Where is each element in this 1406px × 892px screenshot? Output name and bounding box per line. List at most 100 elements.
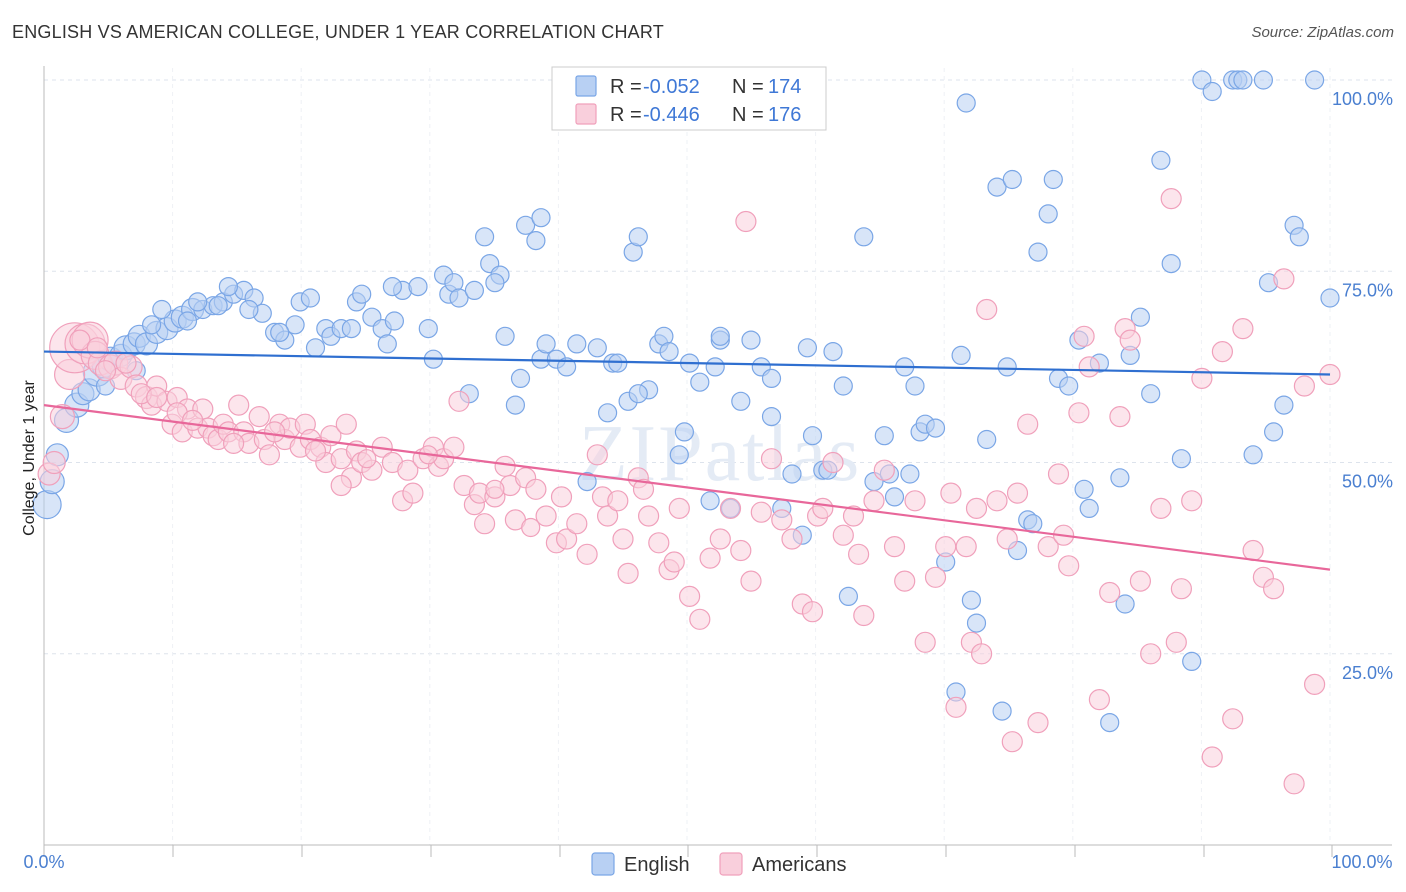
data-point-english	[285, 315, 305, 335]
data-point-english	[270, 322, 290, 342]
data-point-english	[838, 586, 859, 607]
data-point-english	[1320, 288, 1340, 308]
data-point-english	[1079, 498, 1099, 518]
data-point-english	[1110, 468, 1130, 488]
data-point-english	[761, 407, 782, 427]
data-point-americans	[678, 585, 701, 608]
data-point-americans	[402, 482, 424, 504]
data-point-americans	[1017, 413, 1039, 435]
data-point-americans	[883, 535, 906, 558]
data-point-english	[1171, 449, 1192, 469]
data-point-english	[823, 342, 843, 362]
data-point-english	[1130, 307, 1151, 327]
data-point-english	[597, 403, 618, 423]
data-point-americans	[397, 459, 419, 481]
y-tick-label: 25.0%	[1342, 663, 1393, 683]
data-point-english	[1074, 479, 1094, 499]
data-point-americans	[1242, 539, 1264, 562]
data-point-english	[1253, 70, 1274, 90]
data-point-english	[1028, 242, 1048, 262]
data-point-americans	[1006, 482, 1029, 504]
data-point-english	[464, 280, 484, 300]
data-point-americans	[637, 505, 660, 527]
trend-line-americans	[43, 404, 1331, 571]
data-point-english	[188, 292, 208, 312]
data-point-americans	[586, 444, 608, 466]
chart-title: ENGLISH VS AMERICAN COLLEGE, UNDER 1 YEA…	[12, 22, 664, 42]
data-point-english	[1263, 422, 1284, 442]
data-point-americans	[709, 528, 731, 550]
bottom-legend-label-english: English	[624, 854, 690, 876]
data-point-americans	[853, 604, 875, 627]
data-point-english	[567, 334, 587, 354]
data-point-americans	[1232, 318, 1254, 340]
data-point-americans	[955, 535, 977, 558]
data-point-english	[966, 613, 987, 633]
data-point-americans	[357, 449, 377, 469]
data-point-americans	[1068, 402, 1090, 424]
data-point-english	[1100, 712, 1120, 733]
data-point-americans	[1099, 581, 1121, 604]
data-point-english	[1304, 70, 1325, 90]
data-point-english	[802, 426, 823, 446]
data-point-english	[977, 429, 997, 450]
data-point-english	[797, 338, 818, 358]
stats-legend: R = -0.052 N = 174 R = -0.446 N = 176	[551, 66, 827, 131]
data-point-english	[608, 353, 628, 373]
data-point-english	[239, 299, 259, 320]
legend-r-value: -0.446	[643, 104, 700, 126]
data-point-english	[782, 464, 802, 484]
data-point-americans	[863, 490, 885, 512]
data-point-americans	[663, 551, 685, 573]
data-point-english	[1141, 384, 1161, 404]
data-point-english	[1182, 651, 1202, 672]
data-point-americans	[555, 528, 578, 550]
watermark: ZIPatlas	[579, 410, 862, 498]
data-point-americans	[832, 524, 854, 546]
data-point-americans	[1273, 268, 1295, 290]
source-label: Source: ZipAtlas.com	[1251, 24, 1394, 41]
data-point-english	[1202, 81, 1222, 102]
data-point-americans	[1262, 578, 1285, 600]
data-point-americans	[1222, 708, 1244, 730]
data-point-americans	[1160, 188, 1182, 210]
data-point-americans	[914, 631, 936, 653]
data-point-americans	[699, 547, 721, 569]
data-point-english	[674, 422, 695, 442]
legend-r-value: -0.052	[643, 76, 700, 98]
data-point-english	[305, 338, 326, 358]
data-point-english	[1059, 376, 1079, 396]
data-point-americans	[771, 509, 793, 531]
data-point-americans	[264, 421, 286, 443]
data-point-americans	[576, 543, 598, 565]
data-point-english	[659, 342, 679, 362]
data-point-americans	[847, 543, 870, 565]
data-point-americans	[612, 528, 634, 550]
data-point-english	[854, 227, 874, 247]
data-point-english	[377, 334, 397, 354]
legend-r-label: R =	[610, 76, 642, 98]
y-tick-label: 100.0%	[1332, 89, 1393, 109]
data-point-americans	[924, 566, 947, 588]
data-point-americans	[1027, 711, 1049, 734]
legend-r-label: R =	[610, 104, 642, 126]
data-point-americans	[228, 394, 250, 416]
data-point-americans	[648, 532, 670, 554]
bottom-legend: English Americans	[591, 852, 846, 876]
data-point-americans	[904, 490, 926, 512]
data-point-americans	[596, 505, 619, 527]
data-point-americans	[842, 505, 865, 527]
data-point-americans	[735, 210, 757, 233]
data-point-english	[1289, 227, 1309, 247]
data-point-americans	[668, 497, 690, 519]
data-point-americans	[970, 643, 993, 665]
data-point-americans	[1140, 643, 1162, 665]
data-point-americans	[1129, 570, 1152, 592]
data-point-americans	[1037, 535, 1059, 558]
data-point-english	[951, 345, 971, 365]
data-point-americans	[1119, 329, 1141, 351]
data-point-americans	[1078, 356, 1100, 378]
data-point-english	[475, 227, 495, 247]
data-point-english	[900, 464, 920, 484]
series	[32, 70, 1341, 795]
